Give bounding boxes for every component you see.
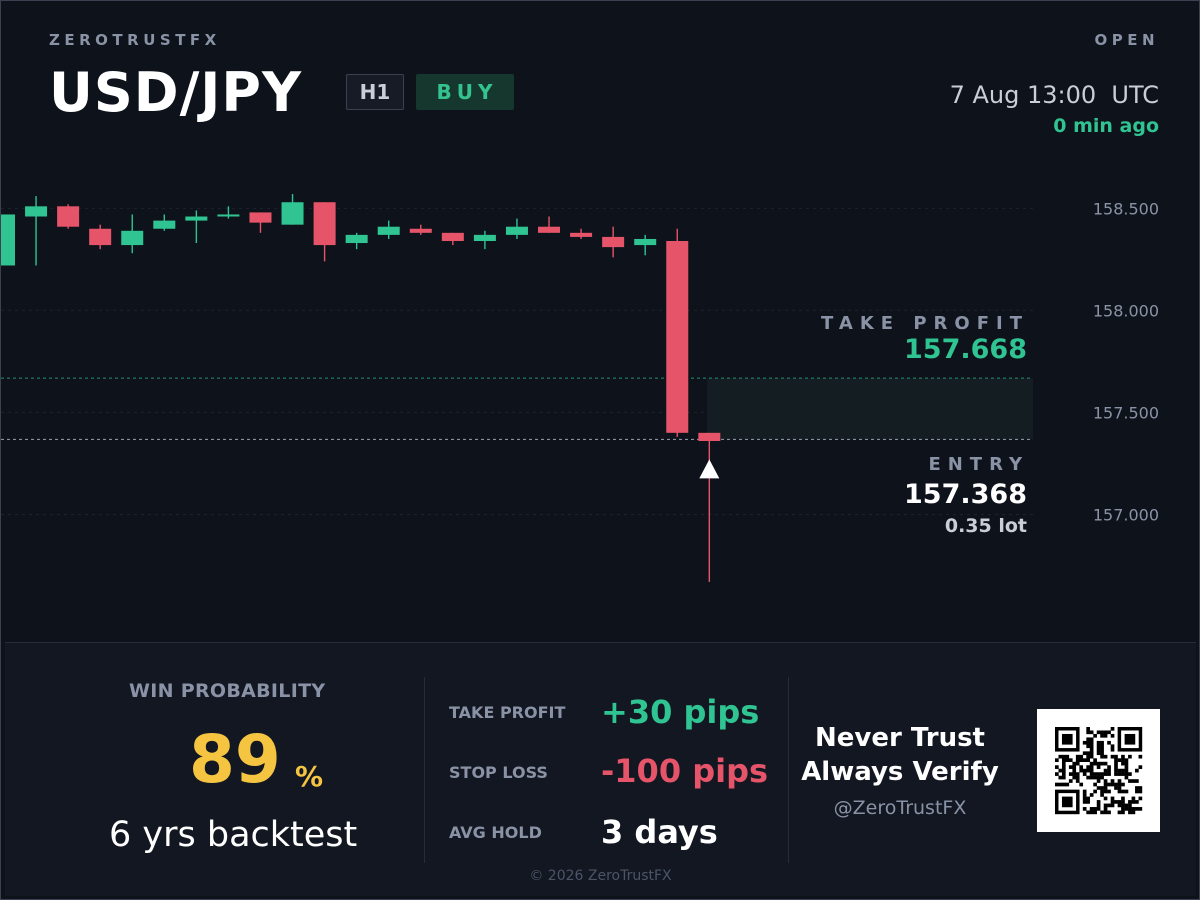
candle bbox=[441, 232, 464, 246]
signal-timestamp: 7 Aug 13:00 UTC bbox=[949, 81, 1159, 109]
candle bbox=[602, 226, 625, 258]
qr-code-icon[interactable] bbox=[1037, 709, 1160, 832]
win-probability-unit: % bbox=[295, 760, 324, 793]
stop-loss-stat-label: STOP LOSS bbox=[449, 763, 548, 782]
candle-body bbox=[217, 214, 240, 217]
entry-price: 157.368 bbox=[904, 479, 1027, 510]
candle bbox=[313, 202, 336, 262]
entry-label: ENTRY bbox=[928, 454, 1029, 475]
y-tick-label: 157.000 bbox=[1093, 505, 1159, 524]
candle-body bbox=[345, 234, 368, 244]
candle-body bbox=[377, 226, 400, 235]
candle bbox=[538, 216, 561, 233]
candle bbox=[185, 210, 208, 244]
timeframe-badge: H1 bbox=[346, 74, 404, 110]
trade-status: OPEN bbox=[1094, 31, 1159, 49]
candle bbox=[25, 196, 48, 266]
candle-body bbox=[249, 212, 272, 223]
candle bbox=[570, 228, 593, 239]
candle bbox=[698, 432, 721, 582]
candle bbox=[121, 214, 144, 254]
lot-size: 0.35 lot bbox=[945, 515, 1027, 537]
candle bbox=[377, 220, 400, 239]
candles bbox=[1, 194, 721, 582]
take-profit-price: 157.668 bbox=[904, 334, 1027, 365]
candle-body bbox=[409, 228, 432, 233]
y-axis-ticks: 158.500 158.000 157.500 157.000 bbox=[1093, 199, 1159, 524]
candle-body bbox=[153, 220, 176, 229]
candle-body bbox=[313, 202, 336, 246]
win-probability-value: 89 bbox=[189, 721, 281, 798]
divider bbox=[788, 677, 789, 863]
take-profit-pips: +30 pips bbox=[601, 693, 760, 731]
candle-body bbox=[634, 238, 657, 246]
candle bbox=[217, 206, 240, 219]
y-tick-label: 158.000 bbox=[1093, 301, 1159, 320]
stats-panel: WIN PROBABILITY 89 % 6 yrs backtest TAKE… bbox=[5, 642, 1196, 896]
candle-body bbox=[505, 226, 528, 235]
candle bbox=[281, 194, 304, 225]
y-tick-label: 157.500 bbox=[1093, 403, 1159, 422]
candle bbox=[89, 224, 112, 250]
take-profit-zone bbox=[707, 378, 1033, 440]
candle-body bbox=[570, 232, 593, 237]
candle-body bbox=[602, 236, 625, 248]
candle-body bbox=[89, 228, 112, 246]
tagline-line-1: Never Trust bbox=[815, 723, 985, 753]
candle bbox=[345, 232, 368, 250]
candle-body bbox=[25, 206, 48, 217]
candle bbox=[249, 212, 272, 233]
candle-body bbox=[666, 241, 689, 433]
social-handle: @ZeroTrustFX bbox=[833, 797, 967, 819]
candle bbox=[505, 218, 528, 239]
take-profit-label: TAKE PROFIT bbox=[821, 313, 1029, 334]
take-profit-stat-label: TAKE PROFIT bbox=[449, 703, 566, 722]
candle bbox=[409, 224, 432, 235]
candle-body bbox=[441, 232, 464, 241]
grid-layer bbox=[1, 207, 1033, 515]
candle-body bbox=[57, 206, 80, 227]
candle bbox=[473, 230, 496, 250]
price-chart: 158.500 158.000 157.500 157.000 TAKE PROFIT… bbox=[1, 194, 1159, 582]
candle-body bbox=[121, 230, 144, 246]
avg-hold-value: 3 days bbox=[601, 813, 718, 851]
candle-body bbox=[698, 432, 721, 441]
up-triangle-icon bbox=[699, 459, 720, 479]
copyright: © 2026 ZeroTrustFX bbox=[529, 868, 672, 884]
candle bbox=[1, 214, 15, 266]
time-ago: 0 min ago bbox=[1053, 115, 1159, 137]
trade-side-badge: BUY bbox=[416, 74, 514, 110]
candle bbox=[666, 228, 689, 437]
avg-hold-label: AVG HOLD bbox=[449, 823, 542, 842]
backtest-duration: 6 yrs backtest bbox=[109, 815, 358, 855]
candle-body bbox=[538, 226, 561, 233]
tagline-line-2: Always Verify bbox=[801, 757, 999, 787]
candle-body bbox=[473, 234, 496, 241]
candle-body bbox=[185, 216, 208, 221]
y-tick-label: 158.500 bbox=[1093, 199, 1159, 218]
win-probability-label: WIN PROBABILITY bbox=[129, 680, 326, 702]
divider bbox=[424, 677, 425, 863]
candle bbox=[57, 204, 80, 229]
brand-name: ZEROTRUSTFX bbox=[49, 31, 221, 49]
candle-body bbox=[1, 214, 15, 266]
stop-loss-pips: -100 pips bbox=[601, 752, 769, 790]
currency-pair: USD/JPY bbox=[49, 61, 303, 124]
candle-body bbox=[281, 202, 304, 225]
candle bbox=[634, 234, 657, 256]
candle bbox=[153, 214, 176, 231]
